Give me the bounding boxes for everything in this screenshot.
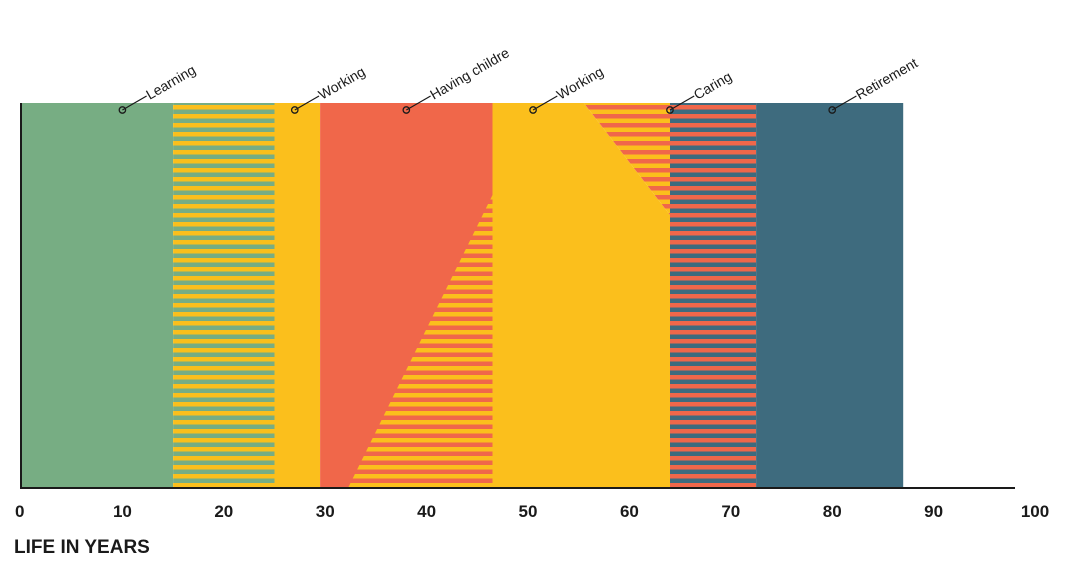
x-tick-label: 70 [721, 502, 740, 521]
stage-label: Having childre [427, 44, 512, 102]
x-tick-label: 40 [417, 502, 436, 521]
stage-marker [402, 106, 411, 114]
x-tick-label: 100 [1021, 502, 1049, 521]
leader-line [122, 95, 147, 111]
band-working-2 [492, 103, 670, 487]
x-tick-label: 20 [214, 502, 233, 521]
leader-line [831, 95, 857, 111]
x-tick-label: 0 [15, 502, 24, 521]
band-learning-working-mix [173, 103, 275, 487]
x-tick-labels: 0 10 20 30 40 50 60 70 80 90 100 [15, 502, 1049, 521]
stage-marker [118, 106, 127, 114]
leader-line [669, 95, 695, 111]
x-tick-label: 90 [924, 502, 943, 521]
x-tick-label: 10 [113, 502, 132, 521]
band-working-caring-mix [583, 103, 670, 215]
stage-marker [290, 106, 299, 114]
stage-marker [666, 106, 674, 114]
leader-line [406, 95, 431, 111]
band-caring-retirement-mix [670, 103, 757, 487]
band-learning [21, 103, 174, 487]
stage-marker [529, 106, 537, 114]
x-tick-label: 60 [620, 502, 639, 521]
x-tick-label: 80 [823, 502, 842, 521]
stage-label: Learning [143, 61, 198, 102]
stage-label: Working [316, 63, 368, 102]
band-retirement [756, 103, 904, 487]
stage-label: Caring [691, 68, 735, 102]
x-tick-label: 30 [316, 502, 335, 521]
leader-line [294, 95, 320, 111]
x-tick-label: 50 [519, 502, 538, 521]
stage-annotations: Learning Working Having childre Working Cari… [118, 44, 920, 114]
stage-annotation: Having childre [402, 44, 512, 114]
stage-label: Retirement [853, 54, 920, 102]
band-children-working-mix [348, 195, 493, 487]
band-working-1 [274, 103, 321, 487]
leader-line [532, 95, 558, 111]
stage-bands [21, 103, 904, 487]
x-axis-title: LIFE IN YEARS [14, 537, 150, 558]
stage-label: Working [554, 63, 606, 102]
stage-marker [828, 106, 837, 114]
